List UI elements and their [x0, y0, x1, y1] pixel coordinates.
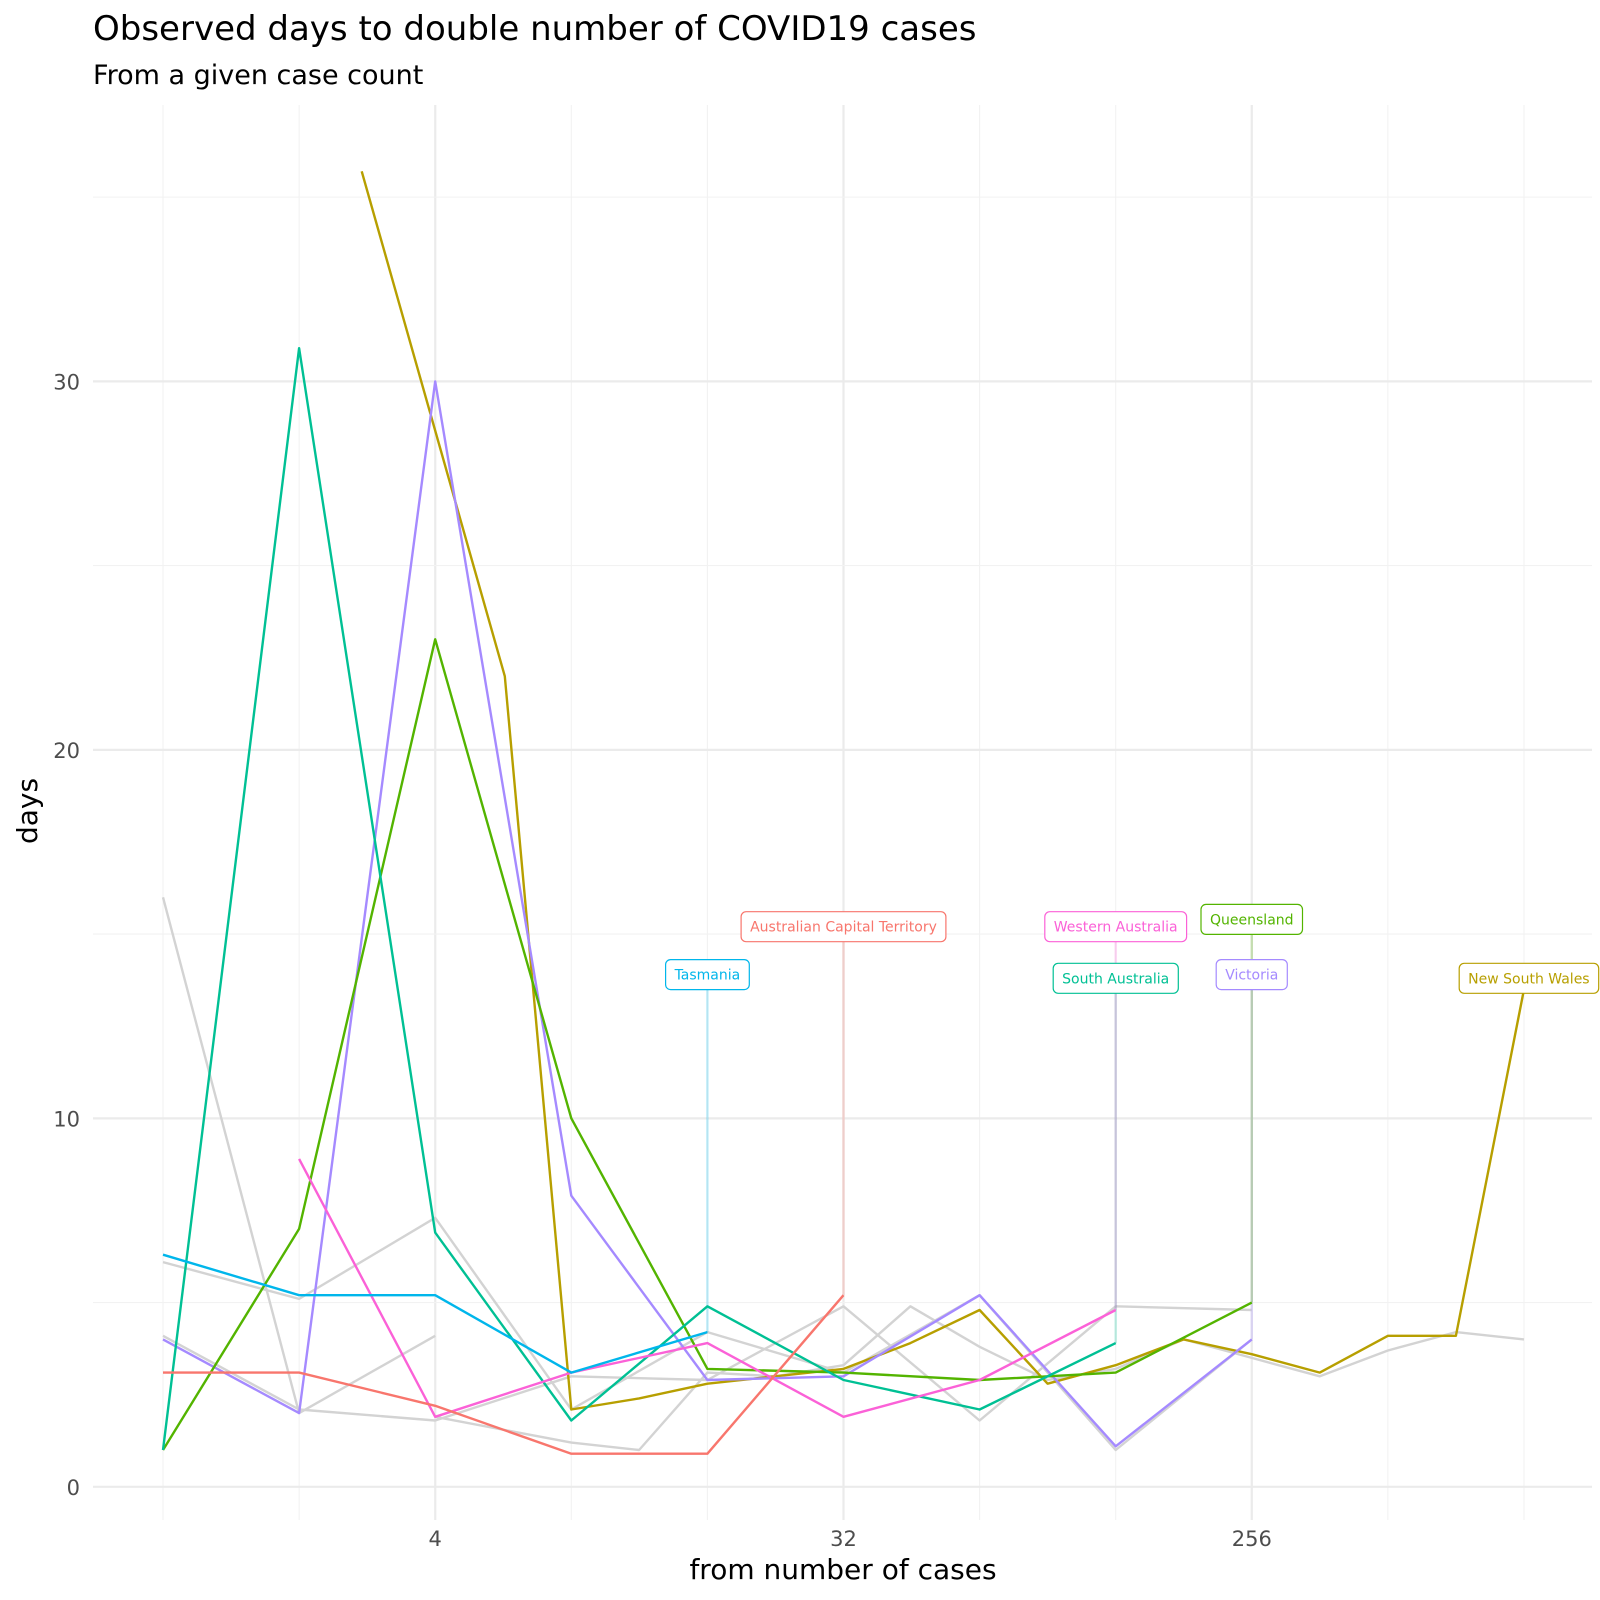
series-line — [161, 347, 1117, 1451]
series-line — [162, 380, 1253, 1448]
grid — [93, 105, 1592, 1520]
series-line — [298, 1158, 1117, 1419]
x-tick-label: 32 — [830, 1527, 857, 1551]
series-label-box — [1052, 962, 1179, 994]
series-label-box — [1200, 903, 1304, 936]
series-label: Victoria — [1215, 958, 1288, 991]
series-line — [161, 638, 1253, 1451]
y-tick-label: 0 — [67, 1476, 80, 1500]
y-axis-label: days — [11, 778, 44, 844]
series-label: Queensland — [1200, 903, 1304, 936]
series-label-box — [1044, 911, 1188, 943]
series-label: New South Wales — [1458, 962, 1600, 994]
series-label-box — [664, 958, 750, 991]
series-label-text: New South Wales — [1468, 971, 1589, 987]
series-label-box — [740, 911, 947, 943]
series-label-text: Queensland — [1210, 912, 1294, 928]
y-tick-label: 10 — [53, 1107, 80, 1131]
chart-subtitle: From a given case count — [93, 60, 423, 91]
x-axis-label: from number of cases — [689, 1553, 996, 1586]
x-axis-ticks: 4 32 256 — [429, 1527, 1272, 1551]
series-label-box — [1458, 962, 1600, 994]
series-label: Australian Capital Territory — [740, 911, 947, 943]
series-label-text: Victoria — [1225, 968, 1278, 984]
series-label: South Australia — [1052, 962, 1179, 994]
series-labels: New South Wales Victoria Queensland South A… — [664, 903, 1600, 994]
x-tick-label: 256 — [1232, 1527, 1272, 1551]
series-label: Tasmania — [664, 958, 750, 991]
y-tick-label: 30 — [53, 370, 80, 394]
chart-title: Observed days to double number of COVID1… — [93, 9, 976, 49]
series-label-text: Tasmania — [674, 968, 741, 984]
x-tick-label: 4 — [429, 1527, 442, 1551]
series-line — [163, 1294, 845, 1455]
series-line — [360, 170, 1526, 1411]
series-lines — [161, 170, 1526, 1455]
series-label-text: Australian Capital Territory — [750, 920, 937, 936]
y-tick-label: 20 — [53, 739, 80, 763]
series-label-text: Western Australia — [1054, 920, 1178, 936]
series-label-text: South Australia — [1062, 971, 1169, 987]
series-line — [162, 1253, 708, 1374]
y-axis-ticks: 0 10 20 30 — [53, 370, 80, 1499]
series-label-box — [1215, 958, 1288, 991]
series-label: Western Australia — [1044, 911, 1188, 943]
